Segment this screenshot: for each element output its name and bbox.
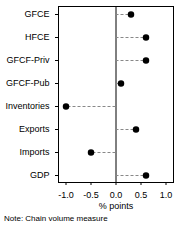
svg-text:1.0: 1.0 [160, 190, 173, 200]
svg-text:GFCF-Pub: GFCF-Pub [6, 78, 50, 88]
svg-text:GFCE: GFCE [24, 9, 49, 19]
svg-text:0.0: 0.0 [110, 190, 123, 200]
svg-text:HFCE: HFCE [25, 32, 50, 42]
svg-text:GFCF-Priv: GFCF-Priv [7, 55, 50, 65]
svg-text:-0.5: -0.5 [83, 190, 99, 200]
svg-text:Imports: Imports [19, 147, 50, 157]
svg-text:0.5: 0.5 [135, 190, 148, 200]
html-text:Note: Chain volume measure: Note: Chain volume measure [4, 214, 108, 223]
svg-text:GDP: GDP [30, 170, 50, 180]
svg-text:-1.0: -1.0 [58, 190, 74, 200]
svg-text:Inventories: Inventories [5, 101, 50, 111]
svg-text:% points: % points [99, 201, 134, 211]
svg-text:Exports: Exports [19, 124, 50, 134]
